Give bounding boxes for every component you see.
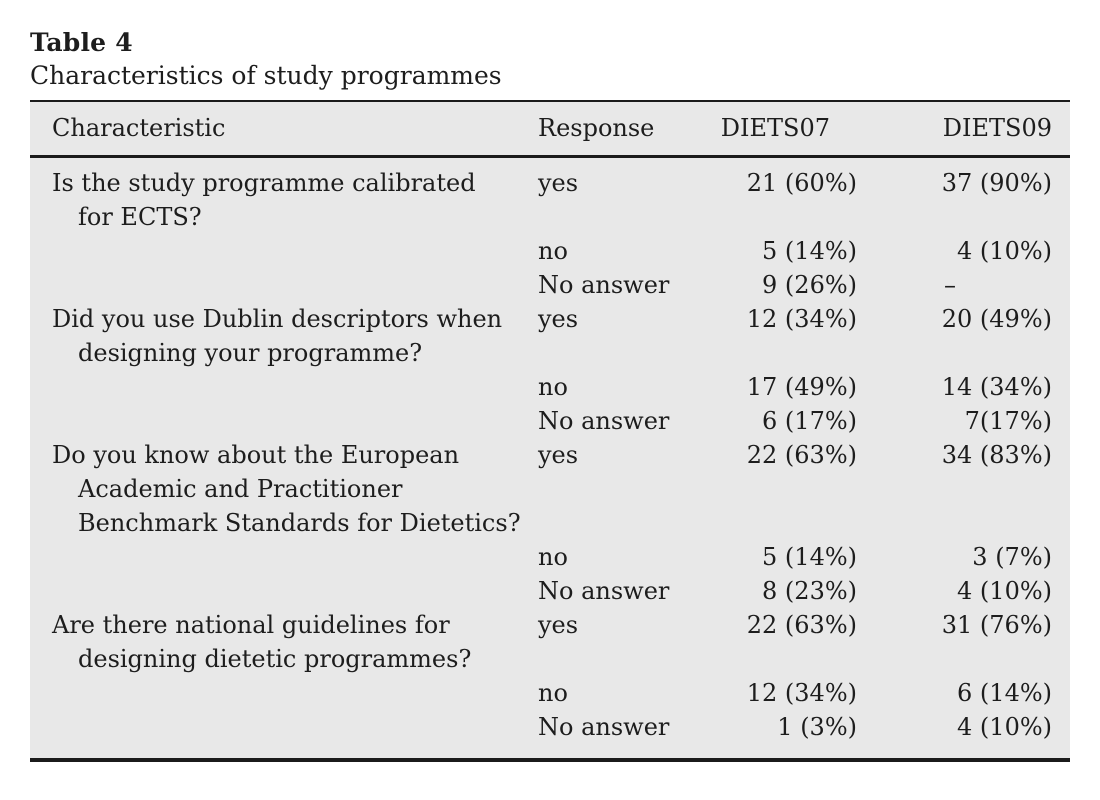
diets07-cell: 12 (34%) [746,304,857,333]
response-cell: yes [538,610,579,639]
diets09-cell: 37 (90%) [941,168,1052,197]
table-header: Characteristic Response DIETS07 DIETS09 [30,101,1070,158]
empty-cell [30,540,538,574]
diets07-cell: 12 (34%) [746,678,857,707]
response-cell: yes [538,168,579,197]
table-row: Is the study programme calibrated for ECT… [30,156,1070,234]
diets09-cell: 6 (14%) [957,678,1052,707]
diets07-cell: 8 (23%) [762,576,857,605]
response-cell: no [538,678,568,707]
empty-cell [30,268,538,302]
response-cell: no [538,542,568,571]
diets07-cell: 21 (60%) [746,168,857,197]
table-row: No answer 8 (23%) 4 (10%) [30,574,1070,608]
empty-cell [30,370,538,404]
table-subtitle: Characteristics of study programmes [30,61,502,90]
table-title: Table 4 [30,28,133,57]
diets09-cell: 4 (10%) [957,712,1052,741]
table-body: Is the study programme calibrated for ECT… [30,156,1070,760]
diets07-cell: 1 (3%) [777,712,857,741]
diets09-cell: 7(17%) [964,406,1052,435]
diets07-cell: 9 (26%) [762,270,857,299]
table-row: No answer 1 (3%) 4 (10%) [30,710,1070,760]
response-cell: No answer [538,406,670,435]
diets09-cell: 3 (7%) [972,542,1052,571]
diets09-cell: 34 (83%) [941,440,1052,469]
empty-cell [30,710,538,760]
diets09-cell: 20 (49%) [941,304,1052,333]
response-cell: no [538,236,568,265]
diets07-cell: 5 (14%) [762,542,857,571]
table-row: No answer 9 (26%) – [30,268,1070,302]
question-cell: Do you know about the European Academic a… [52,440,521,537]
response-cell: yes [538,304,579,333]
table-row: Are there national guidelines for designi… [30,608,1070,676]
response-cell: No answer [538,270,670,299]
diets09-cell: 4 (10%) [957,576,1052,605]
diets09-cell: 14 (34%) [941,372,1052,401]
table-row: Do you know about the European Academic a… [30,438,1070,540]
diets07-cell: 17 (49%) [746,372,857,401]
diets07-cell: 22 (63%) [746,610,857,639]
empty-cell [30,234,538,268]
question-cell: Is the study programme calibrated for ECT… [52,168,476,231]
response-cell: No answer [538,576,670,605]
table-row: No answer 6 (17%) 7(17%) [30,404,1070,438]
diets07-cell: 22 (63%) [746,440,857,469]
table-row: no 17 (49%) 14 (34%) [30,370,1070,404]
diets09-cell: – [944,270,956,299]
table-row: no 12 (34%) 6 (14%) [30,676,1070,710]
diets09-cell: 4 (10%) [957,236,1052,265]
column-header-diets07: DIETS07 [703,101,857,158]
question-cell: Are there national guidelines for designi… [52,610,472,673]
empty-cell [30,676,538,710]
characteristics-table: Characteristic Response DIETS07 DIETS09 … [30,100,1070,762]
response-cell: no [538,372,568,401]
response-cell: yes [538,440,579,469]
column-header-diets09: DIETS09 [857,101,1070,158]
table-row: no 5 (14%) 3 (7%) [30,540,1070,574]
response-cell: No answer [538,712,670,741]
table-row: Did you use Dublin descriptors when desig… [30,302,1070,370]
diets07-cell: 5 (14%) [762,236,857,265]
diets07-cell: 6 (17%) [762,406,857,435]
column-header-characteristic: Characteristic [30,101,538,158]
empty-cell [30,404,538,438]
column-header-response: Response [538,101,703,158]
empty-cell [30,574,538,608]
diets09-cell: 31 (76%) [941,610,1052,639]
table-row: no 5 (14%) 4 (10%) [30,234,1070,268]
page: Table 4 Characteristics of study program… [30,28,1070,762]
question-cell: Did you use Dublin descriptors when desig… [52,304,503,367]
header-row: Characteristic Response DIETS07 DIETS09 [30,101,1070,158]
